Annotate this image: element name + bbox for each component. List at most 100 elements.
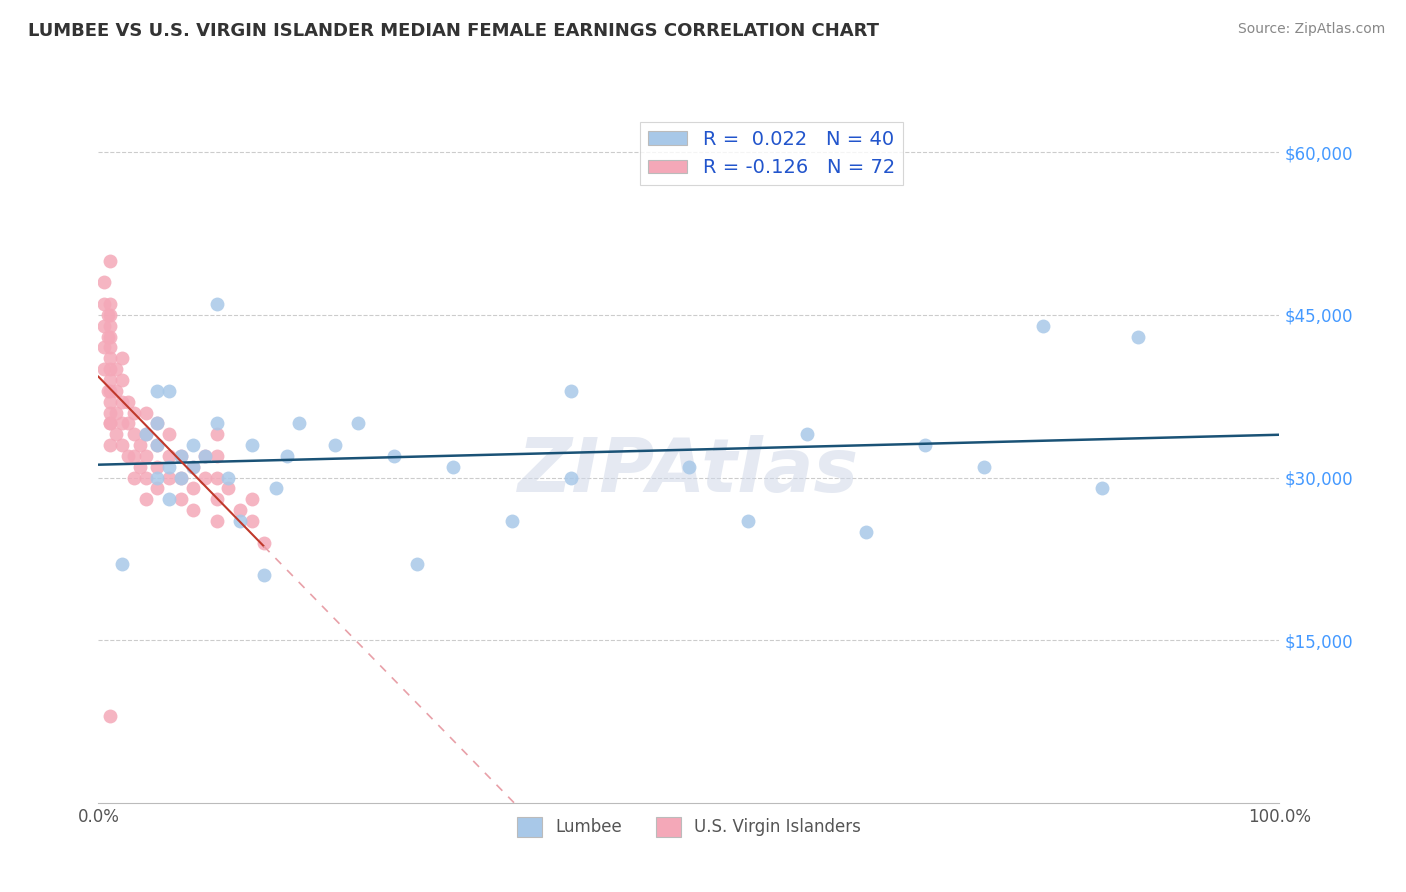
Point [98,438,121,452]
Point [323,438,346,452]
Point [170,449,193,463]
Point [98,308,121,322]
Point [98,394,121,409]
Point [441,459,464,474]
Point [111,558,134,572]
Point [1126,329,1149,343]
Point [181,459,204,474]
Point [105,362,128,376]
Point [181,503,204,517]
Point [128,438,150,452]
Point [240,492,263,507]
Point [253,535,276,549]
Point [194,470,217,484]
Point [135,449,157,463]
Point [97,308,120,322]
Point [146,438,169,452]
Point [105,384,128,398]
Point [205,492,228,507]
Point [217,482,239,496]
Text: ZIPAtlas: ZIPAtlas [519,435,859,508]
Point [98,362,121,376]
Point [157,427,180,442]
Point [135,427,157,442]
Point [170,449,193,463]
Point [98,318,121,333]
Point [914,438,936,452]
Point [93,297,115,311]
Point [135,427,157,442]
Point [111,417,134,431]
Point [253,568,276,582]
Point [111,373,134,387]
Point [135,470,157,484]
Point [205,427,228,442]
Point [93,341,115,355]
Point [105,427,128,442]
Text: LUMBEE VS U.S. VIRGIN ISLANDER MEDIAN FEMALE EARNINGS CORRELATION CHART: LUMBEE VS U.S. VIRGIN ISLANDER MEDIAN FE… [28,22,879,40]
Point [855,524,877,539]
Point [117,417,139,431]
Point [117,394,139,409]
Point [98,253,121,268]
Point [98,417,121,431]
Point [98,384,121,398]
Point [93,276,115,290]
Point [98,329,121,343]
Point [98,341,121,355]
Point [406,558,429,572]
Point [128,459,150,474]
Point [240,438,263,452]
Point [135,492,157,507]
Point [122,470,145,484]
Point [135,405,157,419]
Point [111,394,134,409]
Point [382,449,405,463]
Point [678,459,700,474]
Point [737,514,759,528]
Point [97,329,120,343]
Legend: Lumbee, U.S. Virgin Islanders: Lumbee, U.S. Virgin Islanders [510,810,868,844]
Point [170,470,193,484]
Point [93,318,115,333]
Point [146,417,169,431]
Point [93,362,115,376]
Point [111,351,134,366]
Point [122,405,145,419]
Point [157,459,180,474]
Point [205,297,228,311]
Point [98,297,121,311]
Point [194,449,217,463]
Point [205,514,228,528]
Point [229,514,252,528]
Point [157,492,180,507]
Point [111,438,134,452]
Point [98,351,121,366]
Point [98,405,121,419]
Point [170,492,193,507]
Point [288,417,311,431]
Point [157,470,180,484]
Point [205,417,228,431]
Point [157,384,180,398]
Point [347,417,370,431]
Point [229,503,252,517]
Point [217,470,239,484]
Point [98,373,121,387]
Point [146,438,169,452]
Text: Source: ZipAtlas.com: Source: ZipAtlas.com [1237,22,1385,37]
Point [181,438,204,452]
Point [264,482,287,496]
Point [146,384,169,398]
Point [560,470,582,484]
Point [181,482,204,496]
Point [181,459,204,474]
Point [98,709,121,723]
Point [276,449,298,463]
Point [146,470,169,484]
Point [105,405,128,419]
Point [205,449,228,463]
Point [560,384,582,398]
Point [1032,318,1054,333]
Point [194,449,217,463]
